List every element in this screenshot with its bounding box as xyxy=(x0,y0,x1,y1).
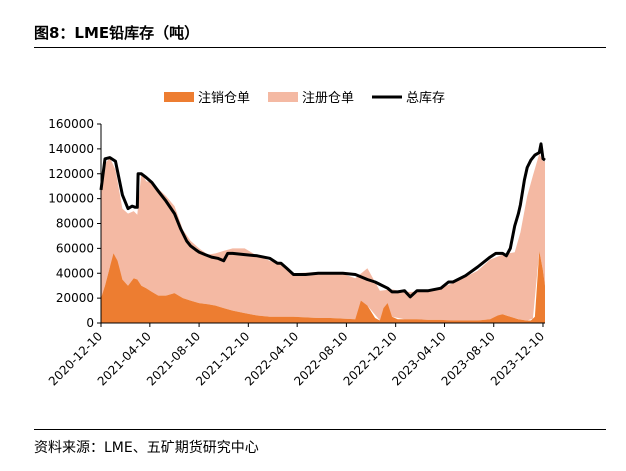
y-tick-label: 120000 xyxy=(48,167,94,181)
y-tick-label: 20000 xyxy=(56,291,94,305)
title-rule xyxy=(34,47,606,48)
x-axis: 2020-12-102021-04-102021-08-102021-12-10… xyxy=(46,322,547,388)
chart-canvas: 注销仓单 注册仓单 总库存 0 20000 40000 60000 80000 100000 1… xyxy=(46,90,547,388)
legend-label: 注销仓单 xyxy=(198,91,250,106)
source-rule xyxy=(34,429,606,430)
series-area-registered-warrants xyxy=(101,153,545,321)
y-tick-label: 40000 xyxy=(56,266,94,280)
plot-area xyxy=(99,142,546,323)
legend: 注销仓单 注册仓单 总库存 xyxy=(164,90,445,106)
y-axis: 0 20000 40000 60000 80000 100000 120000 140000 1… xyxy=(48,117,102,330)
y-tick-label: 0 xyxy=(86,316,94,330)
legend-label: 总库存 xyxy=(406,90,445,106)
series-area-cancelled-warrants xyxy=(101,250,545,323)
source-note: 资料来源：LME、五矿期货研究中心 xyxy=(34,440,259,456)
y-tick-label: 100000 xyxy=(48,192,94,206)
y-tick-label: 60000 xyxy=(56,241,94,255)
legend-swatch xyxy=(164,92,194,102)
y-tick-label: 160000 xyxy=(48,117,94,131)
chart-title: 图8：LME铅库存（吨） xyxy=(34,24,200,42)
y-tick-label: 140000 xyxy=(48,142,94,156)
legend-swatch xyxy=(268,92,298,102)
legend-label: 注册仓单 xyxy=(302,91,354,106)
y-tick-label: 80000 xyxy=(56,217,94,231)
series-line-total-stock xyxy=(99,142,546,299)
